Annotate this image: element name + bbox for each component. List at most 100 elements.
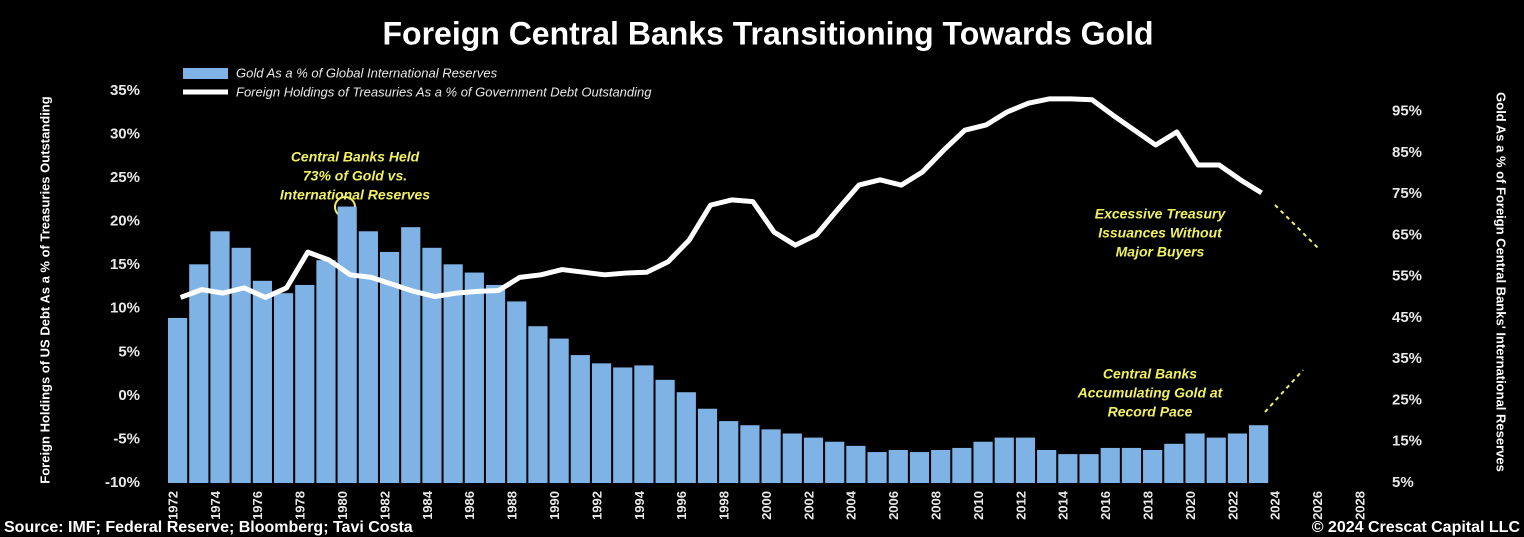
x-tick-label: 2010 (971, 491, 986, 520)
bar (973, 441, 993, 483)
x-tick-label: 2026 (1310, 491, 1325, 520)
bar (867, 452, 887, 483)
x-tick-label: 2014 (1056, 490, 1071, 520)
annotation: Accumulating Gold at (1077, 385, 1224, 401)
bar (252, 280, 272, 483)
x-tick-label: 1990 (547, 491, 562, 520)
y-tick-label: 5% (118, 343, 140, 360)
x-tick-label: 2024 (1268, 490, 1283, 520)
bar (337, 206, 357, 483)
y-axis-label: Foreign Holdings of US Debt As a % of Tr… (37, 96, 52, 483)
y-tick-label: 20% (110, 213, 140, 230)
bar (613, 367, 633, 483)
y-tick-label: 25% (110, 169, 140, 186)
bar (591, 363, 612, 483)
bar (485, 284, 506, 483)
x-tick-label: 1996 (674, 491, 689, 520)
x-tick-label: 2006 (886, 491, 901, 520)
x-tick-label: 1988 (505, 491, 520, 520)
arrow (1274, 204, 1319, 249)
bar (168, 317, 188, 483)
annotation: Major Buyers (1116, 244, 1205, 260)
bar (231, 247, 251, 483)
legend-label: Gold As a % of Global International Rese… (236, 65, 498, 80)
bar (379, 251, 400, 483)
bar (1185, 433, 1205, 483)
bar (189, 264, 209, 483)
bar (422, 247, 442, 483)
bar (401, 227, 421, 483)
x-tick-label: 1976 (250, 491, 265, 520)
legend-swatch (183, 68, 228, 79)
bar (210, 231, 230, 483)
arrow (1264, 369, 1304, 413)
y2-tick-label: 15% (1392, 433, 1422, 450)
chart-title: Foreign Central Banks Transitioning Towa… (382, 15, 1153, 51)
bar (1121, 447, 1142, 483)
x-tick-label: 2008 (929, 491, 944, 520)
bar (358, 231, 378, 483)
bar (1037, 449, 1057, 483)
bar (295, 284, 315, 483)
x-tick-label: 1972 (165, 491, 180, 520)
bar (803, 437, 824, 483)
x-tick-label: 2000 (759, 491, 774, 520)
y-tick-label: -5% (113, 430, 140, 447)
annotation: 73% of Gold vs. (303, 168, 407, 184)
x-tick-label: 1982 (377, 491, 392, 520)
bar (549, 338, 569, 483)
bar (655, 379, 675, 483)
bar (1100, 447, 1120, 483)
x-tick-label: 1998 (717, 491, 732, 520)
y2-tick-label: 65% (1392, 226, 1422, 243)
bar (1015, 437, 1036, 483)
bar (1164, 443, 1184, 483)
bar (316, 260, 336, 483)
annotation: Central Banks Held (291, 149, 420, 165)
bar (952, 447, 972, 483)
bar (909, 452, 930, 483)
x-tick-label: 1978 (293, 491, 308, 520)
x-tick-label: 1980 (335, 491, 350, 520)
bar (931, 449, 951, 483)
legend-label: Foreign Holdings of Treasuries As a % of… (236, 84, 652, 99)
bar (273, 293, 294, 483)
bar (507, 301, 527, 483)
y-tick-label: 35% (110, 82, 140, 99)
bar (782, 433, 802, 483)
copyright: © 2024 Crescat Capital LLC (1312, 519, 1521, 536)
y2-tick-label: 95% (1392, 103, 1422, 120)
line (179, 96, 1263, 300)
x-tick-label: 1992 (589, 491, 604, 520)
bar (740, 425, 760, 483)
bar (676, 392, 696, 483)
bar (1058, 454, 1078, 483)
x-tick-label: 1984 (420, 490, 435, 520)
bar (1079, 454, 1099, 483)
bar (994, 437, 1014, 483)
source: Source: IMF; Federal Reserve; Bloomberg;… (4, 519, 413, 536)
annotation: International Reserves (280, 187, 430, 203)
x-tick-label: 2028 (1352, 491, 1367, 520)
x-tick-label: 2002 (801, 491, 816, 520)
x-tick-label: 2018 (1140, 491, 1155, 520)
y-tick-label: 30% (110, 126, 140, 143)
bar (761, 429, 781, 483)
bar (1143, 449, 1163, 483)
x-tick-label: 1994 (632, 490, 647, 520)
y-tick-label: 0% (118, 387, 140, 404)
bar (1227, 433, 1248, 483)
y-tick-label: 10% (110, 300, 140, 317)
bar (888, 449, 908, 483)
y2-tick-label: 25% (1392, 391, 1422, 408)
x-tick-label: 1974 (208, 490, 223, 520)
bar (528, 326, 548, 483)
bar (719, 421, 739, 483)
x-tick-label: 1986 (462, 491, 477, 520)
y2-axis-label: Gold As a % of Foreign Central Banks' In… (1494, 92, 1509, 472)
x-tick-label: 2016 (1098, 491, 1113, 520)
y2-tick-label: 55% (1392, 268, 1422, 285)
annotation: Excessive Treasury (1095, 206, 1227, 222)
bar (1249, 425, 1269, 483)
